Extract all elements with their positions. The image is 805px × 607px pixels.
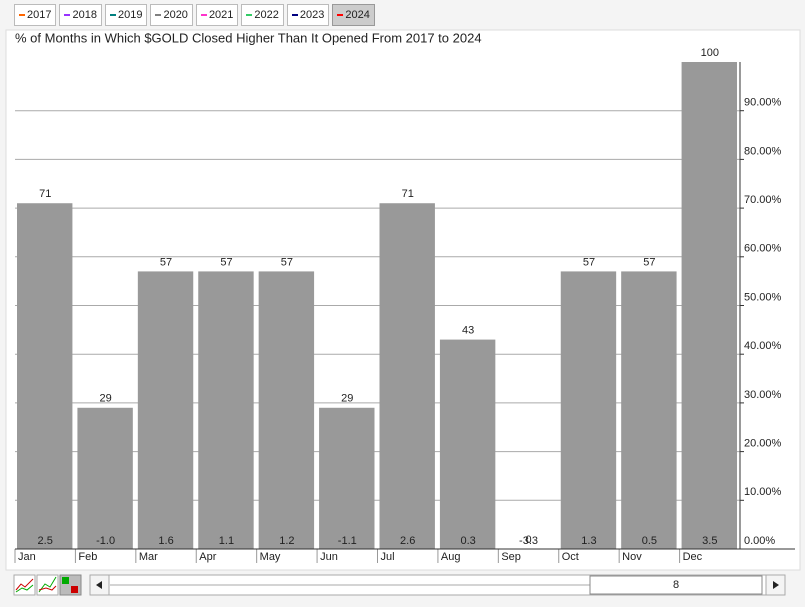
year-color — [155, 14, 162, 17]
value-label: 57 — [281, 256, 293, 268]
x-tick-label: Sep — [501, 551, 521, 563]
value-label: 57 — [220, 256, 232, 268]
year-label: 2019 — [117, 9, 143, 21]
bar — [17, 203, 73, 550]
x-tick-label: Apr — [199, 551, 216, 563]
bar — [137, 271, 194, 549]
icon-glyph — [38, 585, 57, 591]
year-label: 2018 — [72, 9, 97, 21]
y-tick-label: 0.00% — [744, 535, 775, 547]
year-color — [64, 14, 71, 17]
x-tick-label: Aug — [441, 551, 461, 563]
year-label: 2020 — [163, 9, 188, 21]
year-button[interactable]: 2018 — [59, 4, 102, 26]
year-button[interactable]: 2017 — [14, 4, 57, 26]
bar — [77, 407, 133, 549]
bar — [560, 271, 617, 549]
value-label: 57 — [160, 256, 172, 268]
change-label: -1.1 — [338, 535, 357, 547]
year-label: 2021 — [208, 9, 234, 21]
y-tick-label: 10.00% — [744, 486, 782, 498]
year-label: 2023 — [299, 9, 325, 21]
chart-title: % of Months in Which $GOLD Closed Higher… — [15, 30, 482, 45]
x-tick-label: Dec — [683, 551, 703, 563]
year-button[interactable]: 2023 — [286, 4, 330, 26]
value-label: 100 — [701, 47, 719, 59]
icon-glyph — [15, 584, 34, 593]
scroll-label: 8 — [673, 579, 679, 591]
y-tick-label: 40.00% — [744, 340, 782, 352]
y-tick-label: 50.00% — [744, 291, 782, 303]
x-tick-label: Mar — [139, 551, 158, 563]
year-button[interactable]: 2020 — [150, 4, 193, 26]
year-color — [337, 14, 344, 17]
change-label: 3.5 — [702, 535, 717, 547]
year-color — [19, 14, 25, 17]
change-label: 1.6 — [158, 535, 173, 547]
y-tick-label: 90.00% — [744, 97, 782, 109]
x-tick-label: Nov — [622, 551, 642, 563]
bar — [379, 203, 435, 550]
change-label: -1.0 — [96, 535, 115, 547]
y-tick-label: 70.00% — [744, 194, 782, 206]
year-button[interactable]: 2019 — [104, 4, 148, 26]
value-label: 57 — [583, 256, 595, 268]
bottom-controls: 8 — [13, 574, 786, 596]
x-tick-label: Jul — [381, 551, 395, 563]
x-tick-label: Feb — [78, 551, 97, 563]
y-tick-label: 20.00% — [744, 438, 782, 450]
scroll-thumb[interactable] — [589, 575, 763, 595]
value-label: 29 — [341, 393, 353, 405]
year-toolbar: 2017 2018 2019 2020 2021 2022 2023 2024 — [14, 4, 375, 26]
change-label: 1.1 — [219, 535, 234, 547]
change-label: 2.6 — [400, 535, 415, 547]
bar — [681, 62, 737, 549]
year-color — [109, 14, 116, 17]
bar — [258, 271, 315, 549]
y-tick-label: 30.00% — [744, 389, 782, 401]
year-label: 2022 — [254, 9, 279, 21]
value-label: 71 — [39, 188, 51, 200]
bar — [621, 271, 677, 549]
year-label: 2024 — [345, 9, 370, 21]
value-label: 57 — [643, 256, 655, 268]
value-label: 71 — [402, 188, 414, 200]
year-label: 2017 — [27, 9, 52, 21]
value-label: 29 — [100, 393, 112, 405]
year-button[interactable]: 2021 — [195, 4, 239, 26]
change-label: 0.3 — [460, 535, 475, 547]
icon-glyph — [71, 586, 78, 593]
year-color — [246, 14, 253, 17]
year-color — [291, 14, 298, 17]
line-icon[interactable] — [13, 574, 36, 596]
icon-glyph — [38, 576, 57, 593]
icon-glyph — [15, 578, 34, 591]
icon-glyph — [62, 577, 69, 584]
x-tick-label: May — [260, 551, 281, 563]
change-label: 0.5 — [642, 535, 657, 547]
arrow — [773, 581, 779, 589]
change-label: 2.5 — [38, 535, 53, 547]
y-tick-label: 80.00% — [744, 145, 782, 157]
change-label: 1.3 — [581, 535, 596, 547]
y-tick-label: 60.00% — [744, 243, 782, 255]
x-tick-label: Jun — [320, 551, 338, 563]
plot: 0.00% 10.00% 20.00% 30.00% 40.00% 50.00% 60.00… — [14, 47, 795, 563]
x-tick-label: Oct — [562, 551, 579, 563]
bar — [439, 339, 496, 549]
year-button[interactable]: 2024 — [332, 4, 375, 26]
arrow — [96, 581, 102, 589]
change-label: -3.3 — [519, 535, 538, 547]
bar — [319, 407, 375, 549]
value-label: 43 — [462, 324, 474, 336]
x-tick-label: Jan — [18, 551, 36, 563]
year-color — [200, 14, 207, 17]
bar — [198, 271, 254, 549]
year-button[interactable]: 2022 — [241, 4, 284, 26]
change-label: 1.2 — [279, 535, 294, 547]
value-label: 0 — [525, 534, 531, 546]
